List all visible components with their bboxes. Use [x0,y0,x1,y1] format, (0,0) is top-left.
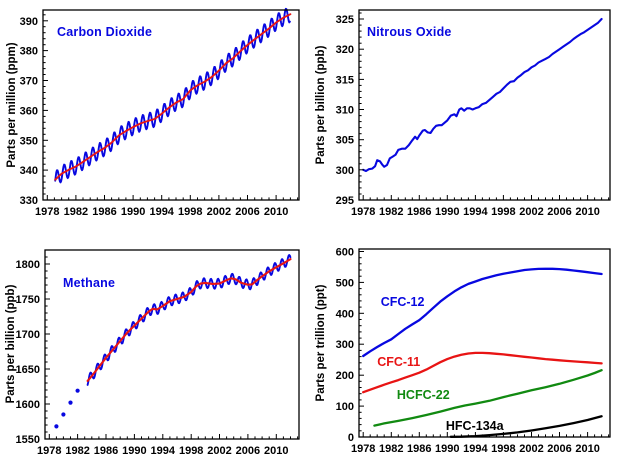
methane-chart: 1978 1982 1986 1990 1994 1998 2002 2006 2010 1550… [16,249,300,457]
y-tick-label: 340 [20,165,38,177]
y-tick-label: 325 [336,14,354,26]
x-tick-label: 1990 [121,206,145,218]
y-tick-label: 1550 [16,434,40,446]
series-ch4-early-annual-dots [54,388,80,429]
nitrous-oxide-panel: 1978 1982 1986 1990 1994 1998 2002 2006 2010 295 3… [309,0,618,236]
halocarbons-chart: 1978 1982 1986 1990 1994 1998 2002 2006 2010 0 100… [336,247,611,455]
series-ch4-trend [86,258,292,382]
y-tick-label: 370 [20,76,38,88]
x-tick-label: 1994 [151,445,176,457]
y-tick-label: 1750 [16,294,40,306]
plot-border [358,9,611,201]
x-tick-label: 2006 [235,206,259,218]
x-tick-label: 2006 [236,445,260,457]
y-tick-label: 315 [336,74,354,86]
x-tick-label: 1978 [37,445,61,457]
x-tick-label: 2002 [207,445,231,457]
y-tick-label: 1700 [16,329,40,341]
x-tick-label: 2006 [547,443,571,455]
x-tick-label: 1990 [435,206,459,218]
plot-border [358,248,611,438]
x-tick-label: 2002 [519,206,543,218]
series-CFC-11 [362,351,603,394]
methane-panel: 1978 1982 1986 1990 1994 1998 2002 2006 2010 1550… [0,236,309,472]
y-tick-label: 400 [336,308,354,320]
y-tick-label: 300 [336,165,354,177]
x-tick-label: 1990 [122,445,146,457]
nitrous-oxide-chart: 1978 1982 1986 1990 1994 1998 2002 2006 2010 295 3… [336,9,611,218]
x-tick-label: 2006 [547,206,571,218]
plot-border [42,9,300,201]
x-tick-label: 1982 [64,206,88,218]
y-tick-label: 200 [336,370,354,382]
series-co2-trend [54,13,292,181]
methane-y-axis-label: Parts per billion (ppb) [5,284,17,404]
y-tick-label: 1600 [16,399,40,411]
halocarbons-panel: 1978 1982 1986 1990 1994 1998 2002 2006 2010 0 100… [309,236,618,472]
nitrous-oxide-y-axis-label: Parts per billion (ppb) [315,45,327,165]
y-tick-label: 100 [336,401,354,413]
y-tick-label: 1800 [16,259,40,271]
x-tick-label: 2002 [207,206,231,218]
x-tick-label: 2010 [264,445,288,457]
x-tick-label: 2010 [575,206,599,218]
x-tick-label: 1986 [94,445,118,457]
carbon-dioxide-y-axis-label: Parts per million (ppm) [6,42,18,168]
annotation-CFC-11: CFC-11 [377,355,420,369]
series-CFC-12 [362,267,603,358]
x-tick-label: 2010 [575,443,599,455]
carbon-dioxide-panel: 1978 1982 1986 1990 1994 1998 2002 2006 2010 330 3… [0,0,309,236]
x-tick-label: 1986 [92,206,116,218]
y-tick-label: 320 [336,44,354,56]
y-tick-label: 350 [20,135,38,147]
y-tick-label: 310 [336,105,354,117]
x-tick-label: 1998 [178,206,202,218]
series-co2-monthly [54,7,291,184]
methane-title: Methane [63,276,116,290]
carbon-dioxide-chart: 1978 1982 1986 1990 1994 1998 2002 2006 2010 330 3… [20,7,300,218]
series-HCFC-22 [373,369,603,427]
series-ch4-monthly [86,254,292,386]
x-tick-label: 2010 [264,206,288,218]
x-tick-label: 1982 [65,445,89,457]
y-tick-label: 0 [348,432,354,444]
nitrous-oxide-title: Nitrous Oxide [367,25,452,39]
annotation-HCFC-22: HCFC-22 [397,388,450,402]
halocarbons-y-axis-label: Parts per trillion (ppt) [315,284,327,402]
x-tick-label: 1982 [379,206,403,218]
x-tick-label: 1998 [179,445,203,457]
y-tick-label: 600 [336,247,354,259]
x-tick-label: 1998 [491,206,515,218]
plot-border [44,249,300,440]
x-tick-label: 1978 [351,443,375,455]
x-tick-label: 1998 [491,443,515,455]
x-tick-label: 1978 [351,206,375,218]
y-tick-label: 500 [336,277,354,289]
x-tick-label: 1978 [35,206,59,218]
y-tick-label: 390 [20,16,38,28]
annotation-CFC-12: CFC-12 [381,295,425,309]
y-tick-label: 360 [20,105,38,117]
x-tick-label: 1982 [379,443,403,455]
x-tick-label: 1994 [149,206,174,218]
y-tick-label: 1650 [16,364,40,376]
y-tick-label: 380 [20,46,38,58]
x-tick-label: 1994 [463,443,488,455]
x-tick-label: 1986 [407,206,431,218]
y-tick-label: 330 [20,195,38,207]
annotation-HFC-134a: HFC-134a [446,419,505,433]
x-tick-label: 2002 [519,443,543,455]
y-tick-label: 300 [336,339,354,351]
x-tick-label: 1986 [407,443,431,455]
y-tick-label: 305 [336,135,354,147]
carbon-dioxide-title: Carbon Dioxide [57,25,153,39]
x-tick-label: 1994 [463,206,488,218]
x-tick-label: 1990 [435,443,459,455]
y-tick-label: 295 [336,195,354,207]
series-n2o-monthly [362,17,603,173]
